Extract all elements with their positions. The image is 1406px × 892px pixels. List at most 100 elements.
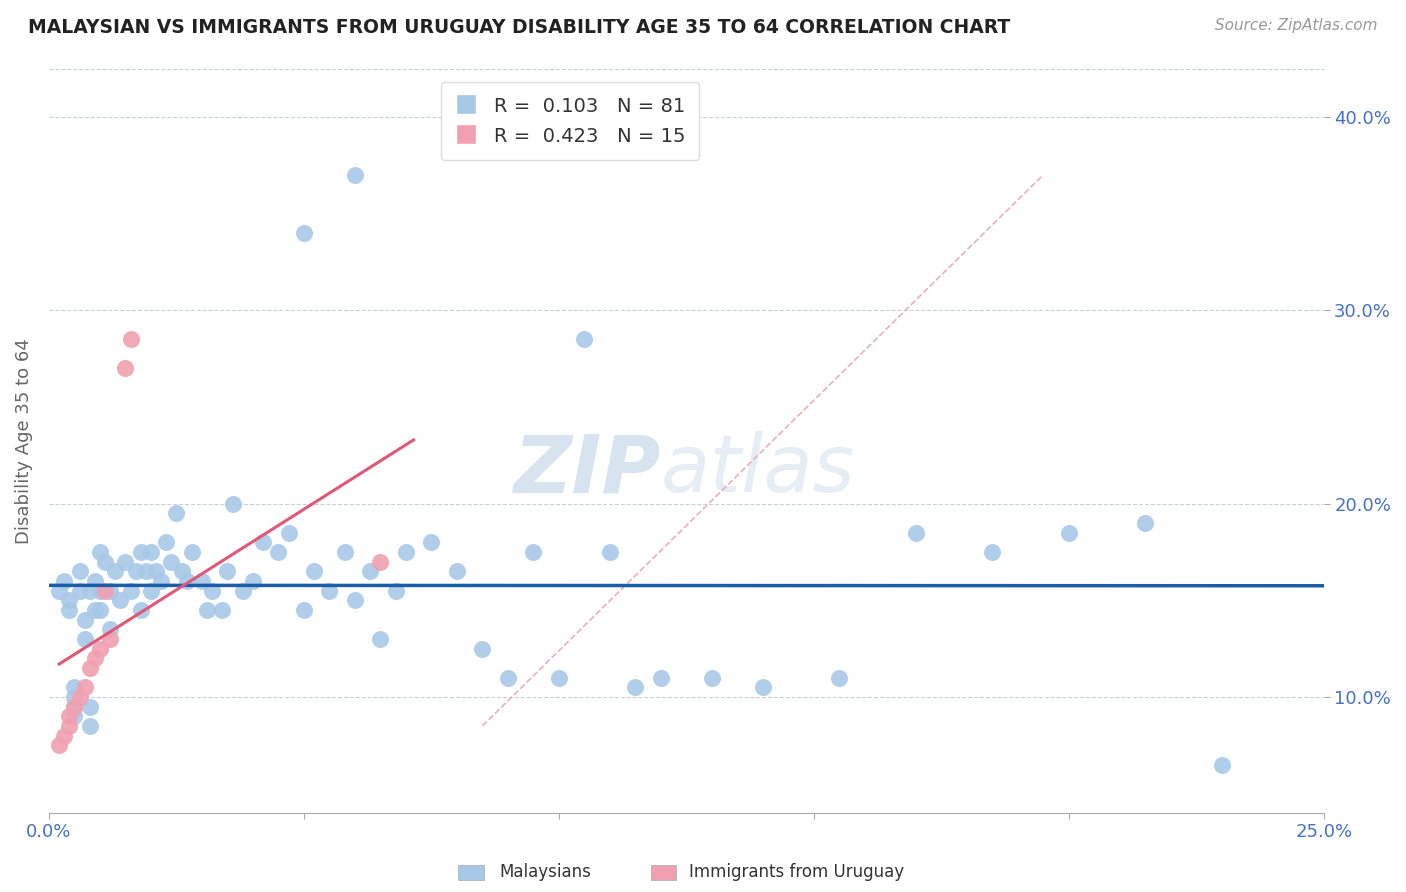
Point [242, 574, 264, 588]
Point [83, 574, 105, 588]
Point [73, 632, 96, 646]
Point [63, 690, 86, 704]
Legend: R =  0.103   N = 81, R =  0.423   N = 15: R = 0.103 N = 81, R = 0.423 N = 15 [441, 82, 699, 160]
Point [73, 613, 96, 627]
Point [79, 719, 101, 733]
Point [700, 671, 723, 685]
Point [1135, 516, 1157, 530]
Point [124, 564, 146, 578]
Point [58, 603, 80, 617]
Point [53, 574, 76, 588]
Point [129, 603, 152, 617]
Point [165, 506, 187, 520]
Point [69, 690, 91, 704]
Point [79, 661, 101, 675]
Point [180, 545, 202, 559]
Point [58, 719, 80, 733]
Point [650, 671, 672, 685]
Point [58, 709, 80, 723]
Point [752, 680, 775, 694]
Point [73, 680, 96, 694]
Point [176, 574, 198, 588]
Point [981, 545, 1004, 559]
Point [63, 709, 86, 723]
Text: MALAYSIAN VS IMMIGRANTS FROM URUGUAY DISABILITY AGE 35 TO 64 CORRELATION CHART: MALAYSIAN VS IMMIGRANTS FROM URUGUAY DIS… [28, 18, 1011, 37]
Point [471, 641, 494, 656]
Point [83, 651, 105, 665]
Point [395, 545, 418, 559]
Point [211, 603, 233, 617]
Point [267, 545, 290, 559]
Point [359, 564, 381, 578]
Point [139, 583, 162, 598]
Point [318, 583, 340, 598]
Text: Malaysians: Malaysians [499, 863, 591, 881]
Point [139, 545, 162, 559]
Point [624, 680, 647, 694]
Point [98, 622, 121, 636]
Point [69, 583, 91, 598]
Text: Source: ZipAtlas.com: Source: ZipAtlas.com [1215, 18, 1378, 33]
Point [170, 564, 193, 578]
Point [420, 535, 443, 549]
Text: ZIP: ZIP [513, 432, 661, 509]
Point [79, 583, 101, 598]
Point [599, 545, 621, 559]
Point [94, 583, 117, 598]
Point [114, 555, 136, 569]
Point [160, 555, 183, 569]
Point [904, 525, 927, 540]
Point [333, 545, 356, 559]
Text: atlas: atlas [661, 432, 856, 509]
Point [89, 641, 111, 656]
Point [522, 545, 544, 559]
Text: Immigrants from Uruguay: Immigrants from Uruguay [689, 863, 904, 881]
Point [120, 583, 142, 598]
Point [496, 671, 519, 685]
Point [63, 699, 86, 714]
Point [277, 525, 299, 540]
Point [94, 555, 117, 569]
Point [302, 564, 325, 578]
Point [98, 583, 121, 598]
Point [48, 583, 70, 598]
Point [201, 583, 224, 598]
Point [104, 564, 127, 578]
Point [155, 535, 177, 549]
Point [292, 603, 315, 617]
Point [48, 738, 70, 752]
Y-axis label: Disability Age 35 to 64: Disability Age 35 to 64 [15, 338, 32, 543]
Point [252, 535, 274, 549]
Point [191, 574, 214, 588]
Point [89, 603, 111, 617]
Point [1057, 525, 1080, 540]
Point [384, 583, 406, 598]
Point [135, 564, 157, 578]
Point [232, 583, 254, 598]
Point [79, 699, 101, 714]
Point [221, 497, 243, 511]
Point [58, 593, 80, 607]
Point [63, 699, 86, 714]
Point [292, 226, 315, 240]
Point [370, 632, 392, 646]
Point [89, 545, 111, 559]
Point [343, 168, 366, 182]
Point [145, 564, 167, 578]
Point [343, 593, 366, 607]
Point [370, 555, 392, 569]
Point [110, 593, 132, 607]
Point [89, 583, 111, 598]
Point [574, 332, 596, 346]
Point [828, 671, 851, 685]
Point [114, 361, 136, 376]
Point [83, 603, 105, 617]
Point [547, 671, 569, 685]
Point [446, 564, 468, 578]
Point [69, 564, 91, 578]
Point [129, 545, 152, 559]
Point [217, 564, 239, 578]
Point [63, 680, 86, 694]
Point [195, 603, 218, 617]
Point [53, 729, 76, 743]
